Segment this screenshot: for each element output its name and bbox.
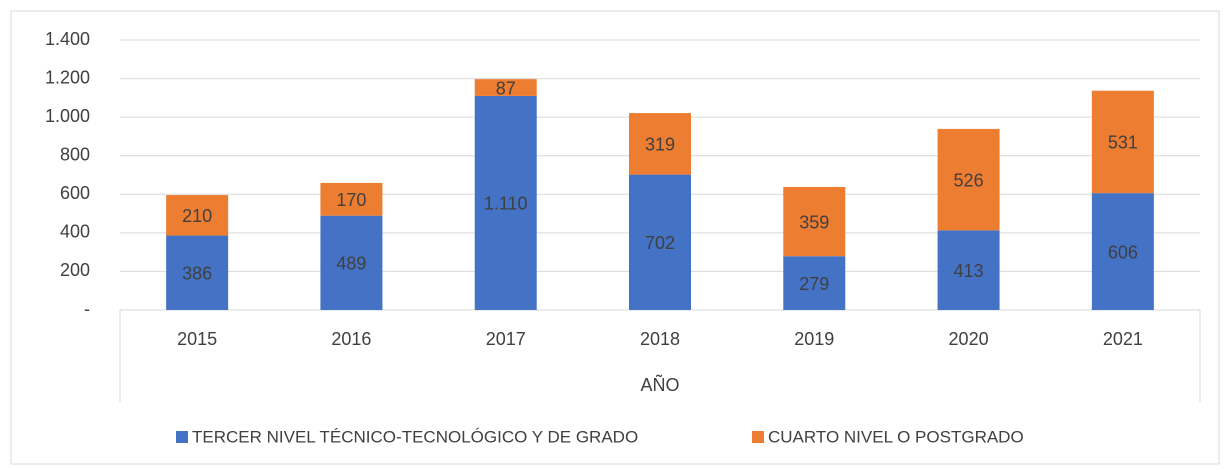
y-tick-label: 200 — [60, 260, 90, 280]
bar-segment — [783, 256, 846, 310]
data-label: 702 — [645, 233, 675, 253]
data-label: 526 — [954, 170, 984, 190]
y-tick-label: 1.000 — [45, 106, 90, 126]
x-tick-label: 2019 — [794, 329, 834, 349]
y-tick-label: 400 — [60, 222, 90, 242]
bar-segment — [474, 95, 537, 310]
bar-segment — [1091, 193, 1154, 310]
data-label: 1.110 — [484, 194, 528, 214]
x-tick-label: 2016 — [331, 329, 371, 349]
data-label: 279 — [799, 274, 829, 294]
legend-swatch — [752, 431, 764, 443]
data-label: 606 — [1108, 242, 1138, 262]
x-tick-label: 2020 — [949, 329, 989, 349]
y-tick-label: 1.400 — [45, 29, 90, 49]
legend-label: CUARTO NIVEL O POSTGRADO — [768, 427, 1024, 446]
data-label: 210 — [182, 206, 212, 226]
y-tick-label: 600 — [60, 183, 90, 203]
bar-segment — [166, 195, 229, 236]
y-tick-label: 1.200 — [45, 67, 90, 87]
bar-segment — [629, 174, 691, 310]
bar-segment — [937, 128, 1000, 231]
y-tick-label: - — [84, 299, 90, 319]
bar-segment — [166, 235, 229, 310]
bar-segment — [1091, 90, 1154, 194]
data-label: 319 — [645, 135, 675, 155]
x-tick-label: 2017 — [486, 329, 526, 349]
x-tick-label: 2015 — [177, 329, 217, 349]
x-axis-label: AÑO — [640, 374, 679, 395]
x-tick-label: 2018 — [640, 329, 680, 349]
x-tick-label: 2021 — [1103, 329, 1143, 349]
legend-label: TERCER NIVEL TÉCNICO-TECNOLÓGICO Y DE GR… — [192, 427, 638, 446]
data-label: 386 — [182, 264, 212, 284]
data-label: 413 — [954, 261, 984, 281]
bar-segment — [783, 186, 846, 257]
bar-segment — [320, 182, 383, 216]
bar-segment — [320, 215, 383, 310]
legend-swatch — [176, 431, 188, 443]
y-tick-label: 800 — [60, 144, 90, 164]
data-label: 359 — [799, 212, 829, 232]
data-label: 531 — [1108, 133, 1138, 153]
bar-segment — [629, 113, 691, 175]
bar-segment — [937, 230, 1000, 310]
bar-segment — [474, 79, 537, 96]
data-label: 170 — [336, 190, 366, 210]
data-label: 87 — [496, 78, 516, 98]
data-label: 489 — [336, 254, 366, 274]
